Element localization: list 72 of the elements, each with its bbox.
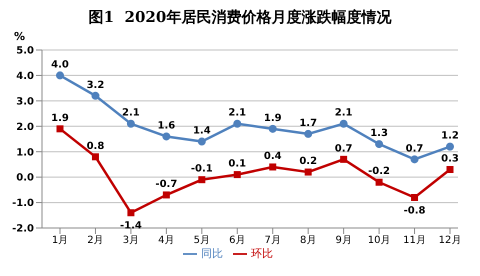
y-tick-label: -2.0 xyxy=(12,224,34,235)
point xyxy=(446,142,454,151)
data-label: 2.1 xyxy=(122,108,140,119)
data-label: 0.2 xyxy=(299,156,318,168)
data-label: -0.1 xyxy=(190,164,213,175)
data-label: -1.4 xyxy=(120,220,142,232)
point xyxy=(269,163,276,170)
data-label: 4.0 xyxy=(51,59,69,70)
point xyxy=(91,92,100,100)
data-label: 1.9 xyxy=(264,112,282,124)
y-axis-title: % xyxy=(14,30,26,43)
data-label: 0.1 xyxy=(228,158,246,170)
data-label: 0.7 xyxy=(406,143,424,154)
point xyxy=(304,168,312,176)
point xyxy=(127,209,134,216)
x-tick-label: 1月 xyxy=(52,235,68,246)
point xyxy=(92,153,99,160)
data-label: 2.1 xyxy=(228,108,246,119)
x-tick-label: 11月 xyxy=(403,235,426,246)
point xyxy=(410,155,419,164)
data-label: 1.2 xyxy=(441,130,459,142)
x-tick-label: 7月 xyxy=(264,235,281,246)
data-label: 1.7 xyxy=(299,118,318,129)
legend-label: 环比 xyxy=(251,247,273,260)
data-label: 1.4 xyxy=(192,126,211,137)
x-tick-label: 4月 xyxy=(158,235,175,246)
data-label: 2.1 xyxy=(334,108,353,119)
point xyxy=(56,125,64,132)
y-tick-label: -1.0 xyxy=(12,198,34,210)
x-tick-label: 2月 xyxy=(87,235,104,246)
point xyxy=(376,178,383,186)
point xyxy=(446,166,454,174)
point xyxy=(233,120,242,128)
y-tick-label: 2.0 xyxy=(16,122,34,133)
data-label: 0.3 xyxy=(441,154,459,165)
x-tick-label: 10月 xyxy=(368,235,390,246)
point xyxy=(304,130,312,138)
data-label: 1.3 xyxy=(370,128,388,140)
data-label: 1.9 xyxy=(51,112,69,124)
point xyxy=(162,132,170,140)
point xyxy=(340,120,348,128)
data-label: -0.8 xyxy=(404,205,426,216)
point xyxy=(411,194,418,201)
y-tick-label: 4.0 xyxy=(16,70,34,82)
data-label: -0.2 xyxy=(368,166,390,178)
data-label: -0.7 xyxy=(155,178,178,190)
point xyxy=(56,71,64,80)
point xyxy=(126,120,135,128)
data-label: 3.2 xyxy=(86,80,104,91)
legend-label: 同比 xyxy=(201,247,223,260)
data-label: 0.4 xyxy=(264,150,282,162)
point xyxy=(375,140,384,148)
x-tick-label: 5月 xyxy=(194,235,210,246)
x-tick-label: 6月 xyxy=(229,235,246,246)
x-tick-label: 8月 xyxy=(300,235,316,246)
point xyxy=(268,124,277,133)
y-tick-label: 3.0 xyxy=(16,96,34,108)
data-label: 1.6 xyxy=(158,120,176,132)
point xyxy=(340,156,348,163)
data-label: 0.7 xyxy=(334,143,353,154)
data-label: 0.8 xyxy=(86,140,104,152)
x-tick-label: 9月 xyxy=(335,235,352,246)
point xyxy=(198,138,206,146)
point xyxy=(162,191,170,198)
y-tick-label: 0.0 xyxy=(16,172,34,184)
chart-title: 图1 2020年居民消费价格月度涨跌幅度情况 xyxy=(88,8,392,28)
y-tick-label: 1.0 xyxy=(16,147,34,158)
point xyxy=(198,176,206,184)
y-tick-label: 5.0 xyxy=(16,46,34,57)
x-tick-label: 12月 xyxy=(438,235,462,246)
x-tick-label: 3月 xyxy=(122,235,140,246)
point xyxy=(234,171,241,178)
